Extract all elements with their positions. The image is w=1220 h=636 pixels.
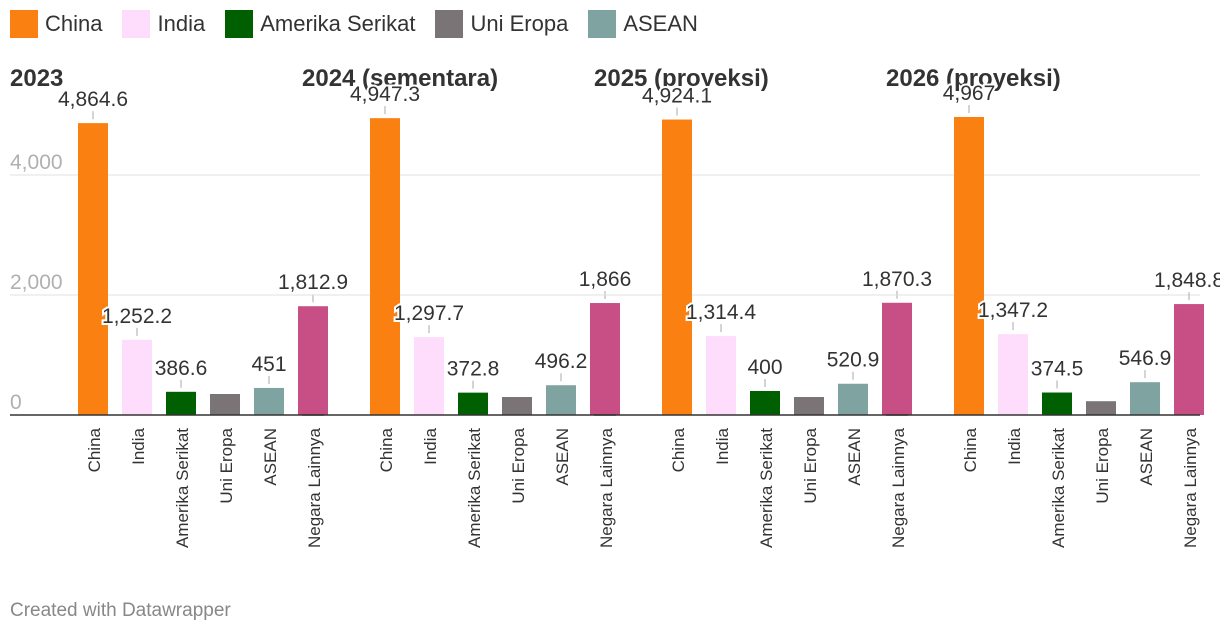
- bar: [838, 383, 868, 415]
- bar: [1174, 304, 1204, 415]
- legend-swatch: [122, 10, 151, 38]
- x-tick-label: ASEAN: [261, 428, 280, 486]
- y-tick-label: 0: [10, 391, 22, 414]
- data-label: 1,297.7: [394, 302, 464, 325]
- bar: [458, 392, 488, 415]
- bar: [210, 394, 240, 415]
- data-label: 4,864.6: [58, 88, 128, 111]
- data-label: 400: [747, 356, 782, 379]
- x-tick-label: Uni Eropa: [217, 427, 236, 503]
- x-tick-label: Amerika Serikat: [465, 428, 484, 548]
- legend-label: Uni Eropa: [470, 11, 569, 36]
- x-tick-label: India: [713, 427, 732, 464]
- data-label: 1,314.4: [686, 301, 756, 324]
- legend-label: Amerika Serikat: [260, 11, 416, 36]
- bar: [414, 337, 444, 415]
- data-label: 4,947.3: [350, 83, 420, 106]
- y-tick-label: 4,000: [10, 151, 63, 174]
- bar: [122, 339, 152, 415]
- x-tick-label: Amerika Serikat: [173, 428, 192, 548]
- data-label: 386.6: [155, 357, 208, 380]
- legend-item: India: [122, 10, 205, 38]
- x-tick-label: India: [1005, 427, 1024, 464]
- legend-swatch: [588, 10, 617, 38]
- panel-title: 2023: [10, 65, 63, 92]
- bar: [166, 391, 196, 415]
- bar: [750, 391, 780, 415]
- bar: [706, 336, 736, 415]
- x-tick-label: China: [961, 427, 980, 472]
- legend-item: China: [10, 10, 102, 38]
- x-tick-label: Uni Eropa: [801, 427, 820, 503]
- y-tick-label: 2,000: [10, 271, 63, 294]
- panel-title: 2025 (proyeksi): [594, 65, 769, 92]
- bar: [954, 116, 984, 415]
- x-tick-label: Uni Eropa: [1093, 427, 1112, 503]
- data-label: 496.2: [535, 350, 588, 373]
- legend-label: India: [157, 11, 206, 36]
- data-label: 1,347.2: [978, 299, 1048, 322]
- x-tick-label: Negara Lainnya: [1181, 427, 1200, 548]
- data-label: 1,848.8: [1154, 269, 1220, 292]
- bar: [1130, 382, 1160, 415]
- legend-item: Amerika Serikat: [225, 10, 415, 38]
- legend-swatch: [435, 10, 464, 38]
- legend: China India Amerika Serikat Uni Eropa ASEAN: [10, 8, 718, 40]
- legend-swatch: [225, 10, 254, 38]
- bar: [502, 397, 532, 415]
- data-label: 372.8: [447, 358, 500, 381]
- bar: [590, 303, 620, 415]
- x-tick-label: India: [421, 427, 440, 464]
- bar: [298, 306, 328, 415]
- x-tick-label: ASEAN: [553, 428, 572, 486]
- bar: [998, 334, 1028, 415]
- x-tick-label: Amerika Serikat: [1049, 428, 1068, 548]
- data-label: 1,866: [579, 268, 632, 291]
- legend-item: Uni Eropa: [435, 10, 568, 38]
- legend-label: China: [45, 11, 103, 36]
- x-tick-label: China: [669, 427, 688, 472]
- legend-item: ASEAN: [588, 10, 698, 38]
- x-tick-label: China: [85, 427, 104, 472]
- bar: [546, 385, 576, 415]
- x-tick-label: Negara Lainnya: [889, 427, 908, 548]
- x-tick-label: India: [129, 427, 148, 464]
- bar: [882, 302, 912, 415]
- x-tick-label: Negara Lainnya: [597, 427, 616, 548]
- bar: [1042, 392, 1072, 415]
- data-label: 4,924.1: [642, 85, 712, 108]
- data-label: 546.9: [1119, 347, 1172, 370]
- data-label: 451: [251, 353, 286, 376]
- legend-label: ASEAN: [623, 11, 698, 36]
- bar: [794, 397, 824, 415]
- x-tick-label: ASEAN: [1137, 428, 1156, 486]
- x-tick-label: Negara Lainnya: [305, 427, 324, 548]
- data-label: 374.5: [1031, 358, 1084, 381]
- x-tick-label: China: [377, 427, 396, 472]
- data-label: 1,812.9: [278, 271, 348, 294]
- panel-title: 2026 (proyeksi): [886, 65, 1061, 92]
- legend-swatch: [10, 10, 38, 38]
- bar: [78, 123, 108, 416]
- bar: [1086, 401, 1116, 415]
- bar: [254, 387, 284, 415]
- footer-credit: Created with Datawrapper: [10, 600, 231, 621]
- data-label: 4,967: [943, 82, 996, 105]
- data-label: 1,870.3: [862, 268, 932, 291]
- x-tick-label: Uni Eropa: [509, 427, 528, 503]
- panel-title: 2024 (sementara): [302, 65, 498, 92]
- bar: [370, 118, 400, 416]
- bar: [662, 119, 692, 415]
- x-tick-label: ASEAN: [845, 428, 864, 486]
- data-label: 520.9: [827, 349, 880, 372]
- data-label: 1,252.2: [102, 305, 172, 328]
- x-tick-label: Amerika Serikat: [757, 428, 776, 548]
